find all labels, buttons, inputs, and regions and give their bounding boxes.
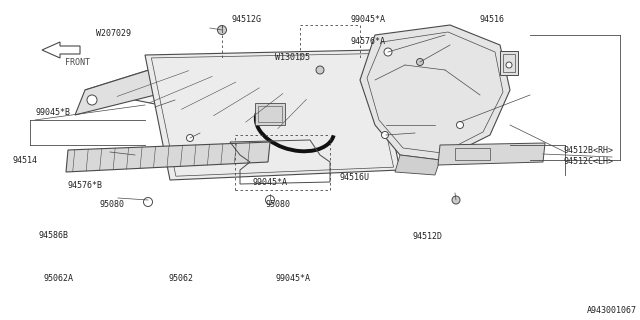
Text: W130105: W130105 bbox=[275, 53, 310, 62]
Circle shape bbox=[417, 59, 424, 66]
Circle shape bbox=[384, 48, 392, 56]
Circle shape bbox=[456, 122, 463, 129]
Bar bbox=[455, 148, 490, 160]
Text: 94512C<LH>: 94512C<LH> bbox=[563, 157, 613, 166]
Text: 94512D: 94512D bbox=[413, 232, 443, 241]
Circle shape bbox=[452, 196, 460, 204]
Bar bbox=[255, 103, 285, 125]
Text: 94512B<RH>: 94512B<RH> bbox=[563, 146, 613, 155]
Text: 99045*A: 99045*A bbox=[351, 15, 386, 24]
Circle shape bbox=[381, 132, 388, 139]
Text: 94576*B: 94576*B bbox=[67, 181, 102, 190]
Text: FRONT: FRONT bbox=[65, 58, 90, 67]
Polygon shape bbox=[75, 65, 165, 115]
Text: 94516: 94516 bbox=[480, 15, 505, 24]
Bar bbox=[500, 51, 518, 75]
Circle shape bbox=[266, 196, 275, 204]
Text: 94576*A: 94576*A bbox=[351, 37, 386, 46]
Polygon shape bbox=[145, 50, 400, 180]
Bar bbox=[503, 54, 515, 72]
Circle shape bbox=[506, 62, 512, 68]
Circle shape bbox=[316, 66, 324, 74]
Polygon shape bbox=[85, 65, 330, 135]
Text: W207029: W207029 bbox=[96, 29, 131, 38]
Text: 94516U: 94516U bbox=[339, 173, 369, 182]
Bar bbox=[258, 106, 282, 122]
Text: 99045*A: 99045*A bbox=[253, 178, 288, 187]
Text: 95080: 95080 bbox=[266, 200, 291, 209]
Text: 94586B: 94586B bbox=[38, 231, 68, 240]
Circle shape bbox=[218, 26, 227, 35]
Text: 95062: 95062 bbox=[168, 274, 194, 283]
Polygon shape bbox=[438, 143, 545, 165]
Text: 94514: 94514 bbox=[13, 156, 38, 164]
Text: 95080: 95080 bbox=[99, 200, 124, 209]
Text: 99045*B: 99045*B bbox=[35, 108, 70, 116]
Text: A943001067: A943001067 bbox=[587, 306, 637, 315]
Polygon shape bbox=[395, 155, 440, 175]
Circle shape bbox=[87, 95, 97, 105]
Circle shape bbox=[186, 134, 193, 141]
Text: 94512G: 94512G bbox=[232, 15, 261, 24]
Polygon shape bbox=[360, 25, 510, 160]
Polygon shape bbox=[66, 142, 270, 172]
Circle shape bbox=[143, 197, 152, 206]
Text: 99045*A: 99045*A bbox=[275, 274, 310, 283]
Text: 95062A: 95062A bbox=[44, 274, 74, 283]
